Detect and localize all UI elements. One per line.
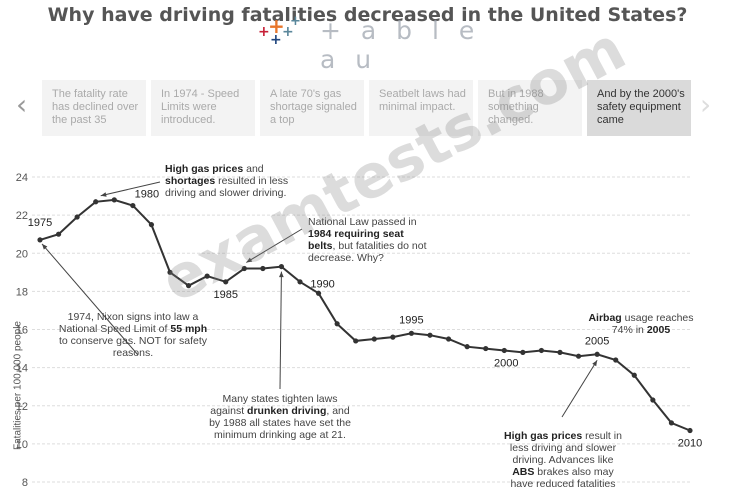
annotation-drunk-driving: Many states tighten laws against drunken… bbox=[209, 393, 351, 441]
data-point bbox=[408, 330, 415, 336]
annotation-speed-limit-1974: 1974, Nixon signs into law a National Sp… bbox=[58, 311, 208, 359]
annotation-arrowhead bbox=[246, 257, 253, 263]
annotation-arrow bbox=[100, 181, 161, 197]
annotation-arrowhead bbox=[100, 192, 107, 197]
y-tick-label: 20 bbox=[16, 248, 28, 260]
story-point-6[interactable]: And by the 2000's safety equipment came bbox=[587, 80, 691, 136]
y-axis-label: Fatalities per 100,000 people bbox=[12, 321, 24, 450]
data-point bbox=[520, 349, 526, 355]
chevron-left-icon[interactable]: ‹ bbox=[16, 88, 28, 121]
annotation-arrowhead bbox=[42, 243, 48, 250]
logo-cross-icon: + bbox=[268, 14, 285, 38]
annotation-arrow bbox=[246, 228, 303, 263]
data-point bbox=[37, 237, 43, 243]
logo-cross-icon: + bbox=[282, 24, 294, 40]
data-point bbox=[631, 372, 637, 378]
logo-text: + a b l e a u bbox=[320, 16, 481, 74]
story-navigator: ‹ The fatality rate has declined over th… bbox=[0, 80, 735, 140]
year-point-label: 1995 bbox=[399, 314, 423, 326]
data-point bbox=[334, 321, 340, 327]
logo-cross-icon: + bbox=[290, 14, 301, 29]
data-point bbox=[278, 263, 285, 270]
data-point bbox=[315, 290, 322, 296]
data-point bbox=[74, 214, 80, 220]
data-point bbox=[687, 427, 693, 434]
y-tick-label: 12 bbox=[16, 401, 28, 413]
story-point-3[interactable]: A late 70's gas shortage signaled a top bbox=[260, 80, 364, 136]
annotation-arrowhead bbox=[592, 360, 598, 367]
y-tick-label: 22 bbox=[16, 210, 28, 222]
page-title: Why have driving fatalities decreased in… bbox=[47, 4, 688, 26]
story-point-5[interactable]: But in 1988 something changed. bbox=[478, 80, 582, 136]
logo-cross-icon: + bbox=[270, 32, 282, 48]
year-point-label: 1985 bbox=[213, 289, 237, 301]
data-point bbox=[55, 231, 62, 237]
data-point bbox=[241, 265, 247, 272]
y-tick-label: 10 bbox=[16, 439, 28, 451]
data-point bbox=[297, 279, 303, 285]
year-point-label: 1975 bbox=[28, 217, 52, 229]
data-point bbox=[371, 336, 377, 342]
logo-cross-icon: + bbox=[258, 24, 270, 40]
annotation-gas-1979: High gas prices and shortages resulted i… bbox=[165, 163, 289, 199]
fatality-rate-line bbox=[39, 198, 691, 432]
y-tick-label: 8 bbox=[22, 477, 28, 489]
annotation-gas-abs: High gas prices result in less driving a… bbox=[504, 430, 622, 490]
tableau-logo: + + + + + + a b l e a u bbox=[258, 14, 508, 74]
year-point-label: 1990 bbox=[310, 278, 334, 290]
data-point bbox=[613, 357, 619, 363]
data-point bbox=[148, 222, 155, 228]
data-point bbox=[594, 351, 600, 357]
data-point bbox=[353, 338, 359, 344]
data-point bbox=[464, 344, 470, 350]
data-point bbox=[390, 334, 396, 340]
annotation-arrow bbox=[561, 360, 598, 418]
fatality-line-chart: 8 10 12 14 16 18 20 22 24 1975 1980 1985 1990 1995 200… bbox=[16, 172, 702, 489]
data-point bbox=[111, 197, 117, 203]
annotation-airbag-2005: Airbag usage reaches 74% in 2005 bbox=[588, 312, 694, 336]
data-point bbox=[445, 336, 452, 342]
year-point-label: 2000 bbox=[494, 357, 518, 369]
data-point bbox=[501, 347, 507, 354]
y-tick-label: 24 bbox=[16, 172, 28, 184]
data-point bbox=[575, 353, 582, 359]
y-tick-label: 16 bbox=[16, 325, 28, 337]
data-point bbox=[427, 332, 433, 338]
data-point bbox=[185, 283, 192, 289]
data-point bbox=[557, 349, 563, 355]
annotation-arrow bbox=[41, 243, 139, 356]
year-point-label: 2005 bbox=[585, 335, 609, 347]
data-point bbox=[223, 279, 229, 285]
year-point-label: 2010 bbox=[678, 438, 702, 450]
story-point-1[interactable]: The fatality rate has declined over the … bbox=[42, 80, 146, 136]
data-point bbox=[93, 199, 99, 205]
story-point-4[interactable]: Seatbelt laws had minimal impact. bbox=[369, 80, 473, 136]
data-point bbox=[668, 420, 675, 426]
data-point bbox=[260, 265, 266, 272]
y-tick-label: 14 bbox=[16, 363, 28, 375]
annotation-arrow bbox=[279, 271, 282, 390]
data-point bbox=[204, 273, 210, 279]
data-point bbox=[130, 202, 136, 209]
data-point bbox=[167, 269, 173, 275]
y-tick-label: 18 bbox=[16, 286, 28, 298]
year-point-label: 1980 bbox=[135, 189, 159, 201]
data-point bbox=[483, 345, 489, 352]
data-point bbox=[650, 397, 656, 403]
chevron-right-icon[interactable]: › bbox=[700, 88, 712, 121]
story-point-2[interactable]: In 1974 - Speed Limits were introduced. bbox=[151, 80, 255, 136]
data-point bbox=[538, 347, 545, 354]
annotation-arrowhead bbox=[279, 271, 284, 278]
annotation-seatbelt-1984: National Law passed in 1984 requiring se… bbox=[308, 216, 427, 264]
